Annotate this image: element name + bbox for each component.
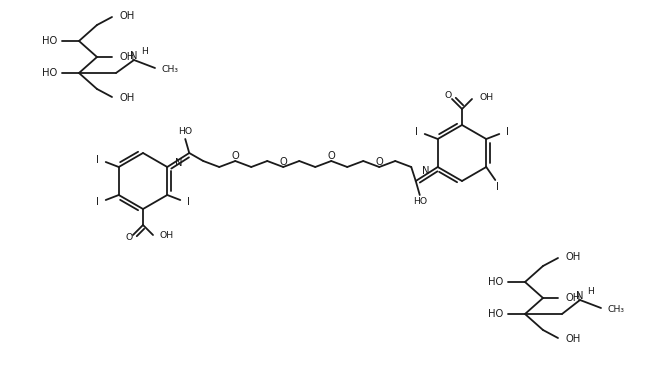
Text: O: O: [328, 151, 335, 161]
Text: O: O: [125, 234, 132, 242]
Text: N: N: [175, 158, 183, 168]
Text: OH: OH: [565, 252, 581, 262]
Text: I: I: [496, 182, 499, 192]
Text: I: I: [187, 197, 190, 207]
Text: I: I: [96, 197, 99, 207]
Text: H: H: [141, 47, 148, 55]
Text: N: N: [130, 51, 138, 61]
Text: OH: OH: [119, 11, 134, 21]
Text: HO: HO: [42, 36, 57, 46]
Text: O: O: [231, 151, 239, 161]
Text: CH₃: CH₃: [162, 64, 179, 73]
Text: O: O: [376, 157, 383, 167]
Text: O: O: [444, 92, 451, 100]
Text: I: I: [506, 127, 509, 137]
Text: I: I: [415, 127, 418, 137]
Text: O: O: [279, 157, 287, 167]
Text: N: N: [576, 291, 584, 301]
Text: HO: HO: [488, 277, 503, 287]
Text: HO: HO: [488, 309, 503, 319]
Text: CH₃: CH₃: [608, 305, 625, 314]
Text: HO: HO: [42, 68, 57, 78]
Text: I: I: [96, 155, 99, 165]
Text: OH: OH: [119, 52, 134, 62]
Text: OH: OH: [160, 232, 174, 241]
Text: OH: OH: [565, 293, 581, 303]
Text: N: N: [422, 166, 430, 176]
Text: OH: OH: [565, 334, 581, 344]
Text: HO: HO: [178, 128, 192, 137]
Text: H: H: [587, 286, 594, 296]
Text: HO: HO: [413, 197, 427, 206]
Text: OH: OH: [479, 94, 493, 102]
Text: OH: OH: [119, 93, 134, 103]
